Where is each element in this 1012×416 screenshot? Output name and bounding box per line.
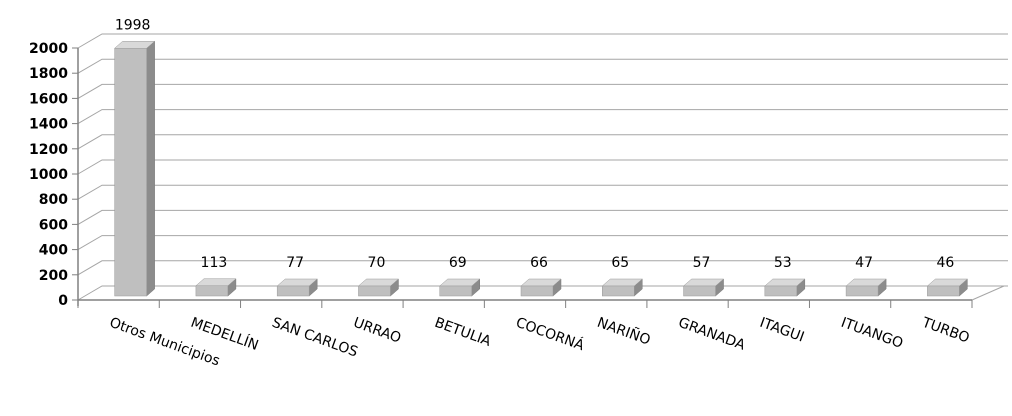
y-tick-label: 1400	[29, 117, 68, 133]
gridline	[77, 109, 1008, 125]
y-tick-label: 200	[39, 268, 68, 284]
data-label: 47	[855, 255, 873, 271]
category-label: TURBO	[919, 314, 971, 346]
gridline	[77, 134, 1008, 150]
y-tick-label: 600	[39, 217, 68, 233]
y-tick-label: 800	[39, 192, 68, 208]
data-label: 69	[449, 255, 467, 271]
category-label: GRANADA	[676, 315, 747, 354]
gridline	[77, 33, 1008, 49]
category-label: COCORNÁ	[514, 314, 587, 355]
y-tick-label: 1800	[29, 66, 68, 82]
gridline	[77, 83, 1008, 99]
category-label: NARIÑO	[595, 314, 653, 349]
bar	[845, 285, 879, 297]
data-label: 77	[286, 255, 304, 271]
bar	[927, 285, 960, 297]
gridline	[77, 159, 1008, 175]
gridline	[77, 235, 1008, 251]
floor-edge	[971, 285, 1005, 301]
gridline	[77, 58, 1008, 74]
category-label: BETULIA	[432, 315, 493, 350]
category-label: SAN CARLOS	[270, 315, 360, 361]
data-label: 70	[368, 255, 386, 271]
bars	[113, 40, 969, 297]
bar	[195, 285, 229, 297]
bar	[358, 285, 391, 297]
y-tick-label: 1600	[29, 91, 68, 107]
axes: 0 200 400 600 800 1000 1200 1400 1600 1800 2000	[29, 41, 973, 309]
data-label: 113	[201, 255, 228, 271]
bar	[764, 285, 798, 297]
bar-side	[146, 40, 155, 297]
category-label: ITAGUI	[757, 315, 806, 346]
bar	[276, 285, 310, 297]
bar	[114, 48, 147, 297]
bar	[520, 285, 554, 297]
y-tick-label: 1200	[29, 142, 68, 158]
category-label: ITUANGO	[839, 315, 905, 352]
data-label: 46	[936, 255, 954, 271]
data-label: 1998	[115, 17, 151, 33]
category-label: URRAO	[351, 315, 403, 347]
y-tick-label: 1000	[29, 167, 68, 183]
bar	[602, 285, 635, 297]
gridline	[77, 184, 1008, 200]
y-tick-label: 2000	[29, 41, 68, 57]
gridline	[77, 209, 1008, 225]
y-tick-label: 0	[58, 293, 68, 309]
bar	[683, 285, 716, 297]
gridlines	[77, 33, 1008, 301]
bar	[439, 285, 472, 297]
data-label: 65	[611, 255, 629, 271]
gridline	[77, 260, 1008, 276]
data-label: 53	[774, 255, 792, 271]
data-label: 66	[530, 255, 548, 271]
y-tick-label: 400	[39, 243, 68, 259]
data-label: 57	[693, 255, 711, 271]
